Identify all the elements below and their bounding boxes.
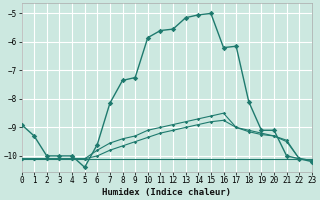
X-axis label: Humidex (Indice chaleur): Humidex (Indice chaleur): [102, 188, 231, 197]
